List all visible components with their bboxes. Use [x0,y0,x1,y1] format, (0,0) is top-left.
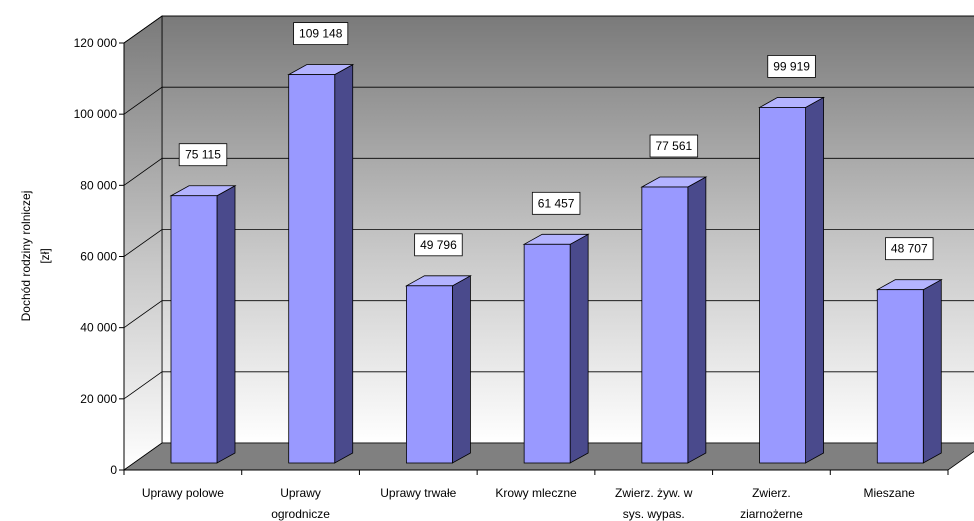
bar-front [288,74,336,464]
bar-side [805,96,824,464]
data-label: 77 561 [649,134,699,158]
data-label: 109 148 [293,22,349,46]
y-tick-label: 60 000 [80,250,117,264]
data-label-box [414,233,463,257]
x-tick-label: Krowy mleczne [495,486,577,500]
data-label-text: 109 148 [299,27,343,41]
y-tick-label: 0 [110,463,117,477]
data-label: 99 919 [767,55,816,78]
gridline [123,15,974,44]
y-tick-label: 20 000 [80,392,117,406]
bar-front [641,186,689,464]
x-tick-label: Uprawy polowe [142,486,224,500]
y-tick-label: 40 000 [80,321,117,335]
data-label-text: 49 796 [420,238,457,252]
y-axis: 0 20 000 40 000 60 000 80 000 100 000 120 000 [74,36,125,477]
data-label-text: 61 457 [538,196,575,210]
gridline [123,371,974,400]
gridline [123,86,974,115]
bar-front [876,289,924,464]
bar-side [452,275,471,464]
x-tick-label: Zwierz. ziarnożerne [740,486,803,521]
data-label-box [885,237,934,261]
bar [522,233,590,464]
data-label-box [649,134,699,158]
bar-front [170,195,218,464]
data-label-box [531,191,581,215]
gridline [123,300,974,328]
bar-side [216,185,236,464]
data-label: 49 796 [414,233,463,257]
bar-front [523,243,571,464]
y-tick-label: 100 000 [74,107,118,121]
gridline [123,157,974,186]
data-label-text: 48 707 [891,242,928,256]
bar [640,176,708,464]
x-tick-label: Uprawy ogrodnicze [271,486,330,521]
y-axis-title: Dochód rodziny rolniczej [zł] [19,191,52,322]
data-label: 61 457 [531,191,581,215]
data-label-box [767,55,816,78]
bar-front [759,107,806,464]
data-label-text: 99 919 [773,59,810,73]
bar-side [334,63,354,464]
bar [169,185,237,464]
bar-front [406,285,453,464]
bar [758,96,826,464]
bars [169,63,943,464]
data-label-text: 75 115 [185,148,221,162]
gridlines [123,15,974,400]
bar-side [569,233,589,464]
y-axis-title-text: Dochód rodziny rolniczej [zł] [19,191,52,322]
data-labels: 75 115 109 148 49 796 61 457 77 561 99 919 48 … [178,22,934,261]
data-label: 48 707 [885,237,934,261]
y-tick-label: 120 000 [74,36,118,50]
bar-side [922,279,942,464]
data-label-text: 77 561 [656,139,693,153]
gridline [123,229,974,257]
data-label-box [178,143,228,167]
bar [287,63,355,464]
bar [875,279,943,464]
x-tick-label: Zwierz. żyw. w sys. wypas. [615,486,693,521]
y-tick-label: 80 000 [80,178,117,192]
x-axis: Uprawy polowe Uprawy ogrodnicze Uprawy trwa… [123,469,949,521]
data-label-box [293,22,349,46]
x-tick-label: Mieszane [863,486,915,500]
data-label: 75 115 [178,143,228,167]
bar-side [687,176,707,464]
x-tick-label: Uprawy trwałe [380,486,456,500]
bar [404,275,472,464]
